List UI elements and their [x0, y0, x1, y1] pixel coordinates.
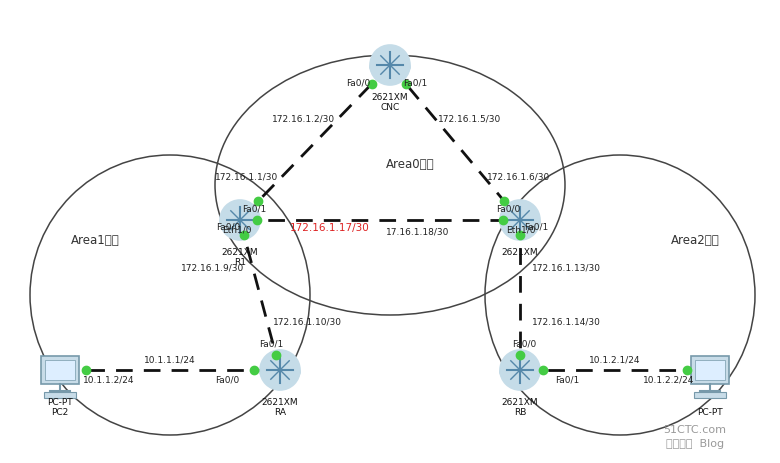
Ellipse shape [370, 56, 410, 78]
FancyBboxPatch shape [45, 360, 75, 380]
Text: 17.16.1.18/30: 17.16.1.18/30 [386, 227, 450, 237]
Text: 172.16.1.10/30: 172.16.1.10/30 [273, 318, 342, 326]
Text: 172.16.1.9/30: 172.16.1.9/30 [181, 263, 244, 273]
Circle shape [500, 200, 540, 240]
Text: 10.1.1.2/24: 10.1.1.2/24 [83, 375, 134, 384]
Text: Fa0/1: Fa0/1 [242, 205, 266, 214]
Text: Fa0/0: Fa0/0 [512, 339, 536, 349]
Text: Fa0/1: Fa0/1 [524, 223, 548, 232]
Text: PC2: PC2 [51, 408, 69, 417]
Ellipse shape [500, 361, 540, 383]
Text: Fa0/0: Fa0/0 [216, 223, 240, 232]
Circle shape [220, 200, 260, 240]
Text: Area1区域: Area1区域 [71, 233, 119, 246]
Text: Fa0/1: Fa0/1 [555, 375, 580, 384]
Text: Fa0/1: Fa0/1 [403, 78, 427, 88]
Circle shape [370, 45, 410, 85]
FancyBboxPatch shape [695, 360, 725, 380]
Text: Fa0/1: Fa0/1 [259, 339, 283, 349]
Text: 2621XM: 2621XM [502, 248, 538, 257]
Text: Fa0/0: Fa0/0 [346, 78, 370, 88]
Text: Fa0/0: Fa0/0 [215, 375, 239, 384]
Text: 2621XM: 2621XM [222, 248, 258, 257]
FancyBboxPatch shape [694, 392, 726, 398]
Text: 172.16.1.17/30: 172.16.1.17/30 [290, 223, 370, 233]
Ellipse shape [260, 361, 300, 383]
Text: CNC: CNC [381, 103, 399, 112]
Ellipse shape [220, 211, 260, 233]
Text: 172.16.1.6/30: 172.16.1.6/30 [488, 173, 551, 182]
Text: 10.1.1.1/24: 10.1.1.1/24 [144, 356, 196, 364]
Text: Eth1/0: Eth1/0 [506, 225, 536, 234]
Text: 51CTC.com: 51CTC.com [664, 425, 726, 435]
Circle shape [500, 350, 540, 390]
Text: 172.16.1.5/30: 172.16.1.5/30 [438, 114, 502, 123]
Text: R1: R1 [234, 258, 246, 267]
FancyBboxPatch shape [44, 392, 76, 398]
FancyBboxPatch shape [691, 356, 729, 384]
Text: 10.1.2.1/24: 10.1.2.1/24 [589, 356, 640, 364]
Text: 2621XM: 2621XM [502, 398, 538, 407]
Text: Area0区域: Area0区域 [385, 158, 434, 171]
Text: PC-PT: PC-PT [697, 408, 723, 417]
Text: Fa0/0: Fa0/0 [496, 205, 520, 214]
Text: 172.16.1.13/30: 172.16.1.13/30 [531, 263, 601, 273]
Text: PC-PT: PC-PT [47, 398, 73, 407]
Ellipse shape [500, 211, 540, 233]
Text: Eth1/0: Eth1/0 [222, 225, 251, 234]
Text: 172.16.1.1/30: 172.16.1.1/30 [215, 173, 278, 182]
Text: 2621XM: 2621XM [372, 93, 408, 102]
Circle shape [260, 350, 300, 390]
Text: 技术博客  Blog: 技术博客 Blog [666, 439, 724, 449]
Text: 172.16.1.14/30: 172.16.1.14/30 [531, 318, 601, 326]
Text: 2621XM: 2621XM [261, 398, 298, 407]
FancyBboxPatch shape [41, 356, 79, 384]
Text: RB: RB [514, 408, 526, 417]
Text: 10.1.2.2/24: 10.1.2.2/24 [643, 375, 694, 384]
Text: RA: RA [274, 408, 286, 417]
Text: 172.16.1.2/30: 172.16.1.2/30 [272, 114, 335, 123]
Text: Area2区域: Area2区域 [671, 233, 719, 246]
